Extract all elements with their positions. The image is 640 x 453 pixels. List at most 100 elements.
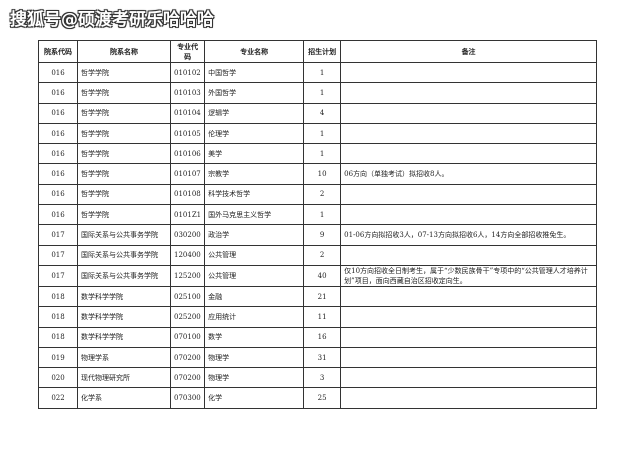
column-header: 备注 (340, 40, 597, 63)
enrollment-table: 院系代码 院系名称 专业代码 专业名称 招生计划 备注 016 哲学学院 010102 中国哲学… (38, 40, 597, 409)
cell-note (340, 326, 597, 348)
cell-plan-count: 11 (303, 306, 342, 328)
cell-major-name: 宗教学 (204, 163, 305, 185)
cell-note: 06方向（单独考试）拟招收8人。 (340, 163, 597, 185)
table-header-row: 院系代码 院系名称 专业代码 专业名称 招生计划 备注 (38, 40, 597, 63)
table-row: 017 国际关系与公共事务学院 120400 公共管理 2 (38, 244, 597, 266)
cell-note (340, 82, 597, 104)
cell-note (340, 122, 597, 145)
cell-major-name: 数学 (204, 326, 305, 348)
cell-dept-name: 哲学学院 (77, 143, 171, 165)
cell-dept-code: 017 (38, 244, 78, 266)
cell-major-code: 070200 (169, 346, 206, 369)
cell-note (340, 183, 597, 206)
cell-dept-name: 哲学学院 (77, 122, 171, 145)
cell-dept-code: 016 (38, 61, 78, 84)
cell-note (340, 143, 597, 165)
cell-dept-code: 016 (38, 102, 78, 124)
table-row: 016 哲学学院 010108 科学技术哲学 2 (38, 183, 597, 206)
table-row: 016 哲学学院 010107 宗教学 10 06方向（单独考试）拟招收8人。 (38, 163, 597, 185)
table-row: 017 国际关系与公共事务学院 125200 公共管理 40 仅10方向招收全日制考生，属… (38, 264, 597, 287)
cell-major-name: 金融 (204, 285, 305, 308)
cell-note: 仅10方向招收全日制考生，属于“少数民族骨干”专项中的“公共管理人才培养计划”项… (340, 264, 597, 287)
cell-dept-name: 数学科学学院 (77, 326, 171, 348)
cell-dept-code: 018 (38, 285, 78, 308)
cell-note (340, 102, 597, 124)
cell-dept-code: 017 (38, 264, 78, 287)
cell-major-code: 120400 (169, 244, 206, 266)
cell-major-code: 010104 (169, 102, 206, 124)
table-row: 016 哲学学院 010104 逻辑学 4 (38, 102, 597, 124)
cell-major-name: 美学 (204, 143, 305, 165)
cell-major-code: 070100 (169, 326, 206, 348)
table-row: 018 数学科学学院 025200 应用统计 11 (38, 306, 597, 328)
cell-major-code: 025100 (169, 285, 206, 308)
cell-major-name: 中国哲学 (204, 61, 305, 84)
cell-major-name: 公共管理 (204, 264, 305, 287)
cell-plan-count: 1 (303, 143, 342, 165)
cell-major-name: 物理学 (204, 346, 305, 369)
cell-plan-count: 1 (303, 122, 342, 145)
cell-dept-code: 016 (38, 82, 78, 104)
cell-major-name: 政治学 (204, 224, 305, 246)
cell-dept-code: 017 (38, 224, 78, 246)
cell-note (340, 367, 597, 389)
column-header: 专业名称 (204, 40, 305, 63)
cell-plan-count: 31 (303, 346, 342, 369)
cell-dept-name: 哲学学院 (77, 102, 171, 124)
column-header: 专业代码 (169, 40, 206, 63)
cell-dept-name: 哲学学院 (77, 204, 171, 226)
cell-major-name: 外国哲学 (204, 82, 305, 104)
table-row: 016 哲学学院 0101Z1 国外马克思主义哲学 1 (38, 204, 597, 226)
cell-note (340, 204, 597, 226)
cell-major-code: 010105 (169, 122, 206, 145)
column-header: 院系名称 (77, 40, 171, 63)
cell-note (340, 61, 597, 84)
cell-dept-code: 020 (38, 367, 78, 389)
cell-plan-count: 3 (303, 367, 342, 389)
cell-dept-name: 哲学学院 (77, 61, 171, 84)
table-row: 016 哲学学院 010102 中国哲学 1 (38, 61, 597, 84)
cell-dept-name: 国际关系与公共事务学院 (77, 224, 171, 246)
table-row: 016 哲学学院 010105 伦理学 1 (38, 122, 597, 145)
cell-dept-name: 现代物理研究所 (77, 367, 171, 389)
cell-major-code: 010106 (169, 143, 206, 165)
cell-dept-name: 化学系 (77, 387, 171, 409)
table-row: 022 化学系 070300 化学 25 (38, 387, 597, 409)
cell-plan-count: 40 (303, 264, 342, 287)
cell-plan-count: 2 (303, 244, 342, 266)
watermark: 搜狐号@硕渡考研乐哈哈哈 (10, 10, 214, 30)
cell-dept-code: 016 (38, 163, 78, 185)
cell-plan-count: 4 (303, 102, 342, 124)
cell-plan-count: 1 (303, 61, 342, 84)
cell-major-code: 070200 (169, 367, 206, 389)
cell-major-code: 0101Z1 (169, 204, 206, 226)
cell-major-name: 物理学 (204, 367, 305, 389)
cell-major-name: 科学技术哲学 (204, 183, 305, 206)
column-header: 招生计划 (303, 40, 342, 63)
cell-note (340, 306, 597, 328)
cell-major-code: 010103 (169, 82, 206, 104)
cell-dept-code: 016 (38, 122, 78, 145)
table-row: 018 数学科学学院 025100 金融 21 (38, 285, 597, 308)
table-row: 016 哲学学院 010106 美学 1 (38, 143, 597, 165)
cell-major-name: 国外马克思主义哲学 (204, 204, 305, 226)
cell-plan-count: 1 (303, 204, 342, 226)
cell-major-name: 应用统计 (204, 306, 305, 328)
cell-major-code: 010107 (169, 163, 206, 185)
table-row: 019 物理学系 070200 物理学 31 (38, 346, 597, 369)
cell-plan-count: 10 (303, 163, 342, 185)
cell-dept-code: 018 (38, 326, 78, 348)
cell-note (340, 387, 597, 409)
cell-dept-name: 国际关系与公共事务学院 (77, 244, 171, 266)
cell-dept-name: 国际关系与公共事务学院 (77, 264, 171, 287)
cell-plan-count: 2 (303, 183, 342, 206)
cell-note (340, 244, 597, 266)
cell-major-name: 化学 (204, 387, 305, 409)
cell-dept-code: 016 (38, 204, 78, 226)
table-row: 016 哲学学院 010103 外国哲学 1 (38, 82, 597, 104)
cell-dept-name: 哲学学院 (77, 82, 171, 104)
table-row: 020 现代物理研究所 070200 物理学 3 (38, 367, 597, 389)
cell-dept-name: 哲学学院 (77, 183, 171, 206)
cell-dept-name: 数学科学学院 (77, 285, 171, 308)
